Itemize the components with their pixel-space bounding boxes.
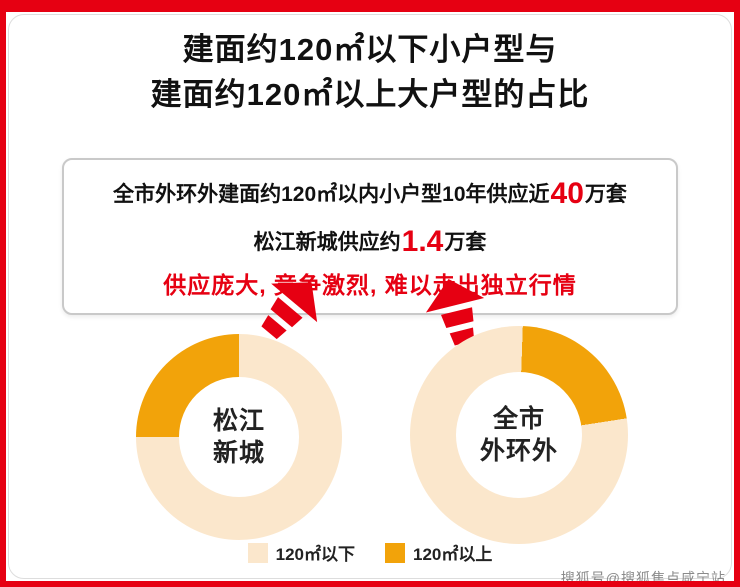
legend-label-above: 120㎡以上	[413, 545, 493, 564]
supply-info-box: 全市外环外建面约120㎡以内小户型10年供应近40万套 松江新城供应约1.4万套…	[62, 158, 678, 315]
chart-legend: 120㎡以下 120㎡以上	[6, 540, 734, 565]
info-line-1-suffix: 万套	[584, 183, 627, 206]
legend-swatch-below	[247, 542, 268, 563]
title-line-2: 建面约120㎡以上大户型的占比	[150, 76, 590, 112]
donut-label-line: 新城	[212, 439, 265, 467]
page-title: 建面约120㎡以下小户型与 建面约120㎡以上大户型的占比	[6, 28, 734, 118]
info-line-1-text: 全市外环外建面约120㎡以内小户型10年供应近	[113, 183, 550, 206]
watermark: 搜狐号@搜狐焦点咸宁站	[560, 570, 726, 586]
donut-center-label-citywide: 全市 外环外	[455, 371, 583, 499]
info-line-2-suffix: 万套	[444, 231, 487, 254]
legend-item-below: 120㎡以下	[247, 540, 355, 565]
donut-chart-songjiang: 松江 新城	[136, 334, 342, 540]
arrow-up-icon	[243, 262, 335, 355]
donut-label-line: 松江	[212, 406, 265, 435]
legend-label-below: 120㎡以下	[275, 545, 355, 564]
title-line-1: 建面约120㎡以下小户型与	[182, 32, 558, 67]
info-line-2: 松江新城供应约1.4万套	[68, 218, 672, 266]
donut-label-line: 全市	[492, 404, 545, 433]
donut-label-line: 外环外	[479, 437, 558, 465]
info-warning-line: 供应庞大, 竞争激烈, 难以走出独立行情	[163, 272, 577, 298]
donut-center-label-songjiang: 松江 新城	[179, 377, 299, 497]
info-line-2-number: 1.4	[401, 225, 444, 258]
info-line-1-number: 40	[550, 177, 584, 210]
info-line-1: 全市外环外建面约120㎡以内小户型10年供应近40万套	[68, 170, 672, 218]
info-line-2-text: 松江新城供应约	[253, 231, 401, 254]
donut-chart-citywide: 全市 外环外	[410, 326, 628, 544]
legend-item-above: 120㎡以上	[385, 540, 492, 565]
legend-swatch-above	[385, 542, 405, 563]
